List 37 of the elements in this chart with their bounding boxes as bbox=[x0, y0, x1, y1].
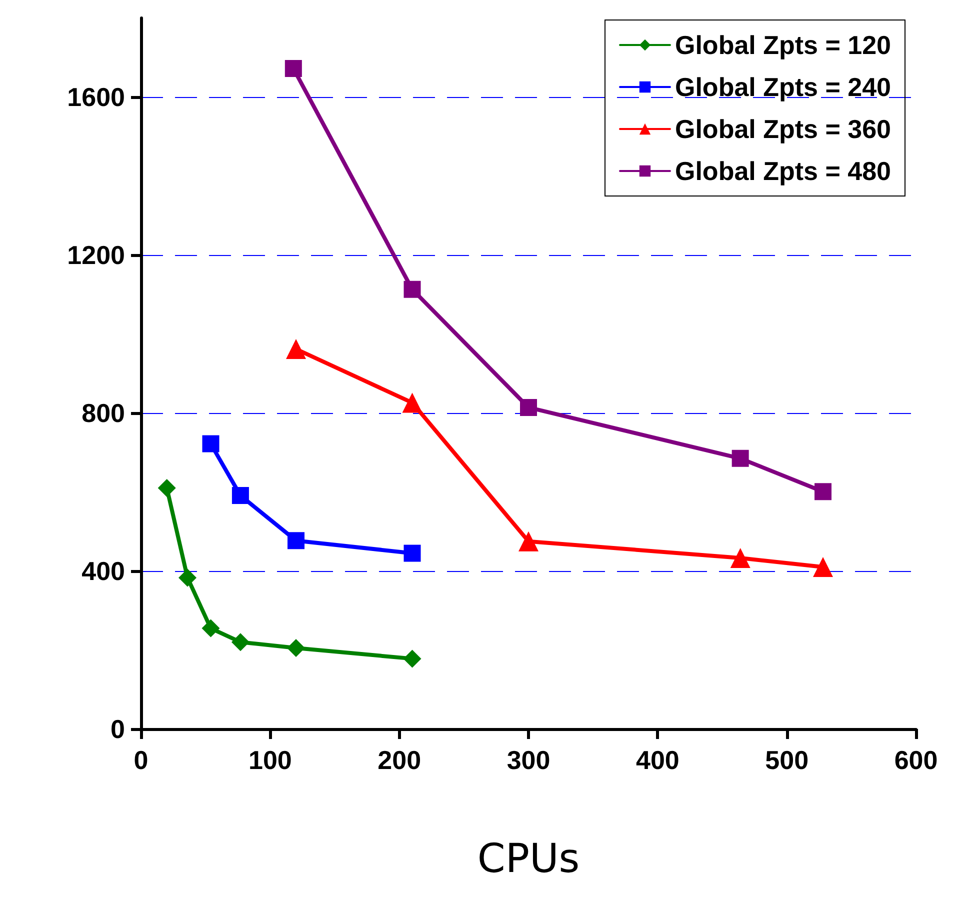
point bbox=[813, 557, 833, 578]
point bbox=[402, 392, 422, 413]
y-tick-label: 800 bbox=[82, 398, 125, 428]
legend-label: Global Zpts = 360 bbox=[674, 114, 892, 144]
legend-label: Global Zpts = 480 bbox=[674, 156, 892, 186]
point bbox=[518, 531, 538, 552]
point bbox=[178, 568, 196, 587]
point bbox=[814, 483, 832, 500]
x-axis-title: CPUs bbox=[477, 836, 580, 882]
point bbox=[287, 639, 305, 658]
point bbox=[520, 398, 537, 416]
legend-label: Global Zpts = 240 bbox=[674, 72, 892, 102]
y-tick-label: 400 bbox=[82, 556, 125, 586]
point bbox=[732, 450, 749, 467]
x-tick-label: 200 bbox=[378, 745, 422, 775]
point bbox=[403, 650, 422, 668]
point bbox=[288, 532, 304, 550]
x-tick-label: 500 bbox=[765, 745, 809, 775]
x-tick-label: 0 bbox=[134, 745, 148, 775]
x-tick-label: 600 bbox=[894, 745, 938, 775]
point bbox=[231, 633, 250, 652]
y-tick-label: 0 bbox=[110, 714, 125, 744]
point bbox=[404, 280, 421, 298]
x-tick-label: 300 bbox=[506, 745, 550, 775]
point bbox=[232, 487, 249, 504]
point bbox=[284, 60, 302, 78]
legend-label: Global Zpts = 120 bbox=[674, 30, 892, 60]
point bbox=[158, 479, 176, 498]
point bbox=[730, 548, 750, 568]
y-tick-label: 1200 bbox=[67, 240, 125, 270]
x-tick-label: 400 bbox=[636, 745, 680, 775]
point bbox=[202, 619, 220, 638]
x-tick-label: 100 bbox=[248, 745, 292, 775]
y-tick-label: 1600 bbox=[67, 82, 125, 112]
point bbox=[286, 339, 306, 360]
point bbox=[202, 435, 220, 452]
point bbox=[404, 544, 421, 562]
